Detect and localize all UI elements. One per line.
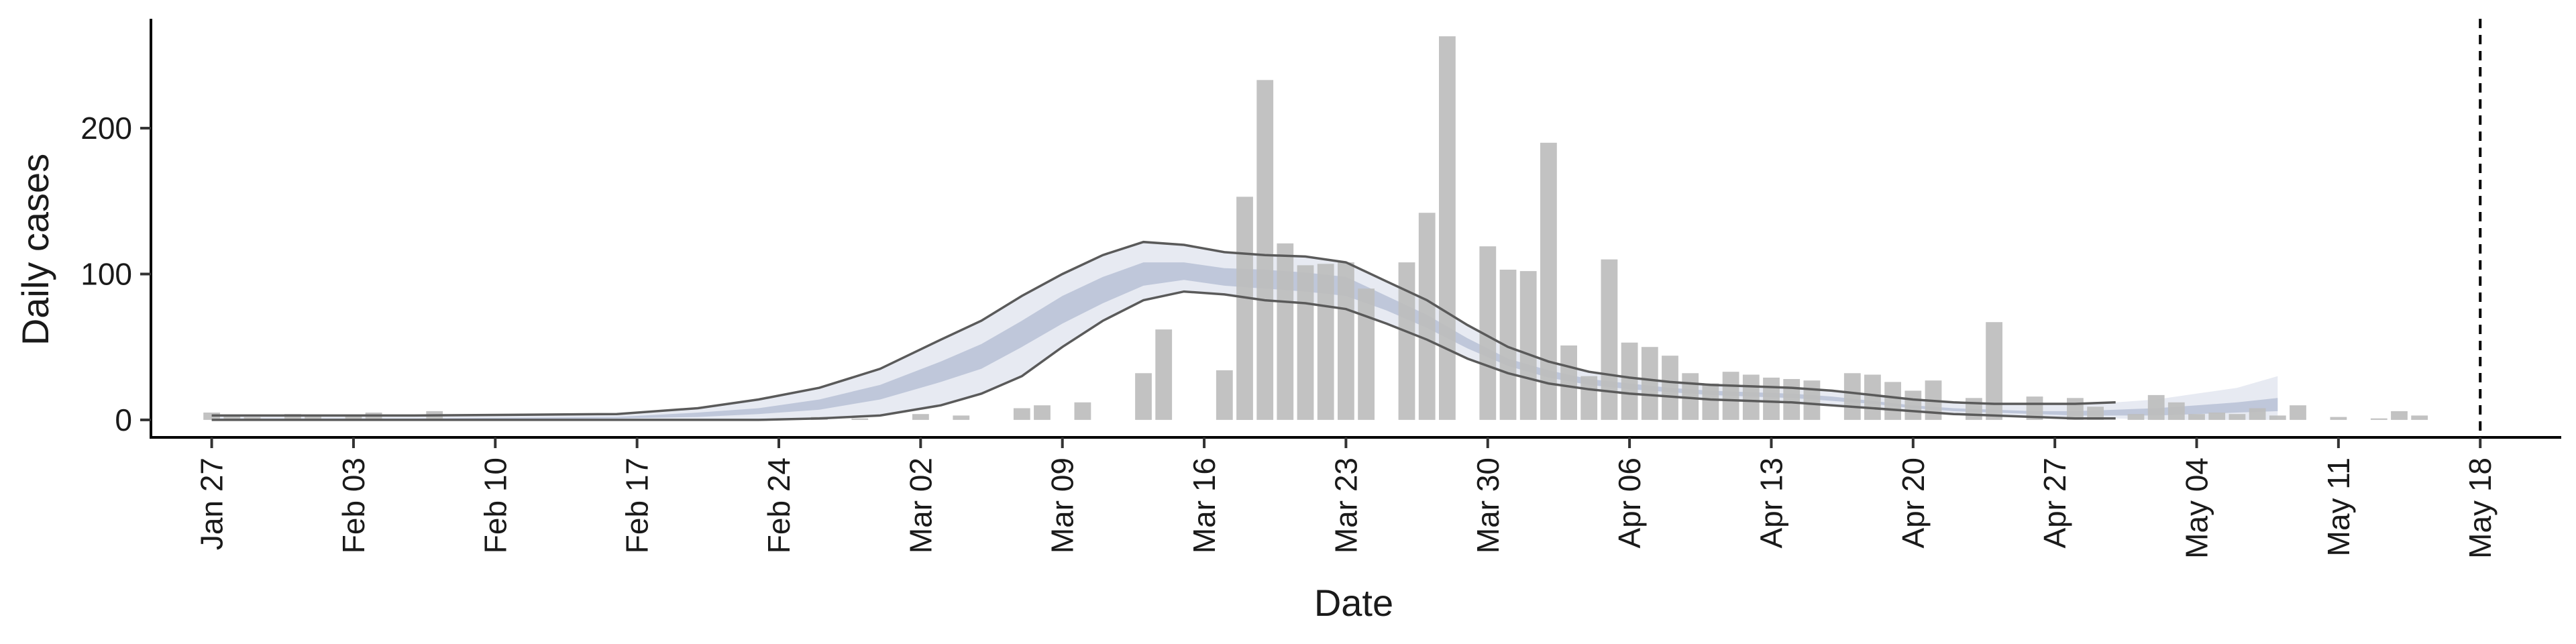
case-bar-day-78 (1783, 379, 1801, 420)
case-bar-day-60 (1418, 213, 1436, 420)
case-bar-day-95 (2127, 414, 2145, 420)
case-bar-day-83 (1884, 382, 1901, 420)
case-bar-day-54 (1297, 265, 1314, 420)
case-bar-day-70 (1621, 342, 1638, 420)
case-bar-day-53 (1277, 243, 1294, 420)
case-bar-day-66 (1540, 142, 1557, 420)
x-tick-label-1: Feb 03 (336, 458, 371, 553)
case-bar-day-77 (1763, 377, 1780, 420)
case-bar-day-61 (1439, 36, 1456, 420)
x-tick-label-11: Apr 13 (1754, 458, 1789, 549)
case-bar-day-46 (1135, 373, 1152, 420)
case-bar-day-69 (1601, 259, 1618, 420)
case-bar-day-98 (2188, 414, 2205, 420)
case-bar-day-92 (2067, 398, 2084, 420)
case-bar-day-52 (1256, 80, 1274, 420)
case-bar-day-1 (223, 415, 241, 420)
case-bar-day-82 (1864, 374, 1881, 420)
case-bar-day-41 (1034, 405, 1051, 420)
case-bar-day-101 (2249, 408, 2266, 420)
case-bar-day-75 (1722, 372, 1739, 420)
case-bar-day-2 (244, 417, 261, 420)
case-bar-day-105 (2330, 417, 2347, 420)
case-bar-day-40 (1013, 408, 1030, 420)
y-tick-label-100: 100 (80, 256, 132, 291)
case-bar-day-67 (1560, 345, 1577, 420)
axes: 0 100 200 Jan 27 Feb 03 Feb 10 Feb 17 Feb 24 Mar… (80, 19, 2561, 559)
case-bar-day-102 (2269, 415, 2286, 420)
case-bar-day-50 (1216, 370, 1233, 420)
y-tick-label-200: 200 (80, 111, 132, 146)
case-bar-day-99 (2208, 413, 2226, 420)
case-bar-day-87 (1966, 398, 1982, 420)
case-bar-day-56 (1338, 262, 1354, 420)
case-bar-day-103 (2290, 405, 2306, 420)
case-bar-day-81 (1843, 373, 1861, 420)
case-bar-day-79 (1803, 380, 1821, 420)
case-bar-day-74 (1702, 383, 1719, 420)
upper-bound-line (211, 240, 2116, 417)
case-bar-day-35 (912, 414, 929, 420)
case-bar-day-108 (2391, 411, 2408, 420)
case-bar-day-57 (1358, 288, 1375, 420)
x-tick-label-4: Feb 24 (761, 458, 796, 553)
x-tick-label-14: May 04 (2180, 458, 2214, 559)
case-bar-day-88 (1986, 322, 2002, 420)
x-tick-label-2: Feb 10 (478, 458, 513, 553)
x-tick-label-0: Jan 27 (195, 458, 229, 550)
x-tick-label-10: Apr 06 (1612, 458, 1647, 549)
x-tick-label-8: Mar 23 (1328, 458, 1363, 553)
case-bar-day-68 (1580, 376, 1598, 420)
case-bar-day-5 (305, 415, 321, 420)
case-bar-day-107 (2370, 418, 2387, 420)
y-tick-label-0: 0 (115, 402, 132, 437)
case-bar-day-4 (284, 414, 301, 420)
case-bar-day-59 (1398, 262, 1415, 420)
case-bar-day-76 (1742, 374, 1760, 420)
x-tick-label-16: May 18 (2463, 458, 2498, 559)
x-tick-label-6: Mar 09 (1045, 458, 1080, 553)
case-bar-day-96 (2147, 394, 2165, 420)
case-bar-day-72 (1662, 356, 1678, 420)
case-bar-day-93 (2087, 407, 2104, 420)
daily-case-bars (203, 36, 2428, 420)
x-tick-label-3: Feb 17 (620, 458, 655, 553)
x-axis-title: Date (1314, 582, 1393, 624)
x-tick-label-13: Apr 27 (2037, 458, 2072, 549)
case-bar-day-71 (1641, 347, 1658, 420)
case-bar-day-47 (1155, 329, 1173, 420)
x-tick-label-15: May 11 (2321, 458, 2356, 556)
estimate-lines (211, 19, 2482, 437)
y-axis-title: Daily cases (14, 154, 56, 345)
case-bar-day-97 (2167, 402, 2185, 420)
case-bar-day-51 (1236, 197, 1253, 420)
lower-bound-line (211, 290, 2116, 421)
x-tick-label-9: Mar 30 (1470, 458, 1505, 553)
case-bar-day-7 (345, 415, 362, 420)
case-bar-day-84 (1904, 390, 1922, 420)
x-tick-label-7: Mar 16 (1187, 458, 1222, 553)
case-bar-day-43 (1074, 402, 1091, 420)
case-bar-day-109 (2411, 415, 2428, 420)
case-bar-day-55 (1317, 264, 1334, 420)
x-tick-label-5: Mar 02 (903, 458, 938, 553)
case-bar-day-100 (2229, 414, 2246, 420)
x-tick-label-12: Apr 20 (1896, 458, 1931, 549)
case-bar-day-65 (1519, 271, 1537, 420)
case-bar-day-32 (851, 418, 869, 420)
case-bar-day-37 (953, 415, 970, 420)
